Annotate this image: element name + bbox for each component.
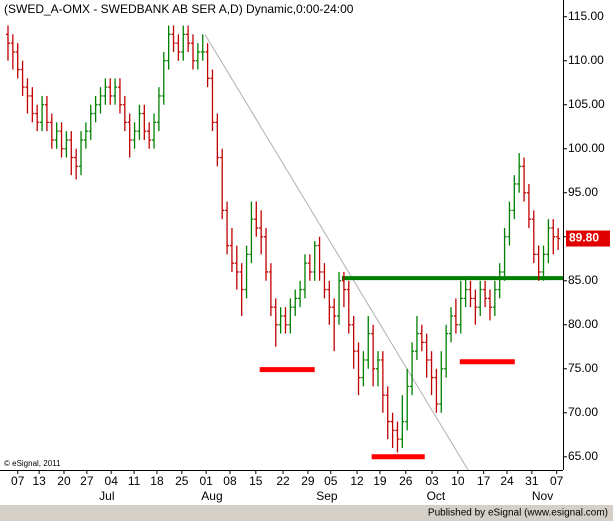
- x-tick-label: 07: [11, 474, 25, 488]
- y-tick-label: 75.00: [568, 361, 598, 375]
- x-tick-label: 31: [525, 474, 539, 488]
- x-tick-label: 11: [128, 474, 141, 488]
- x-tick-label: 05: [324, 474, 338, 488]
- x-tick-label: 24: [500, 474, 514, 488]
- last-price-label: 89.80: [569, 231, 599, 245]
- month-label: Aug: [201, 489, 222, 503]
- y-tick-label: 95.00: [568, 185, 598, 199]
- x-tick-label: 25: [175, 474, 189, 488]
- x-tick-label: 01: [199, 474, 213, 488]
- month-label: Nov: [532, 489, 553, 503]
- x-tick-label: 27: [80, 474, 94, 488]
- annotation-line: [204, 34, 469, 471]
- x-tick-label: 13: [32, 474, 46, 488]
- y-tick-label: 115.00: [568, 9, 604, 23]
- x-tick-label: 20: [57, 474, 71, 488]
- y-tick-label: 100.00: [568, 141, 605, 155]
- x-tick-label: 29: [301, 474, 315, 488]
- month-label: Sep: [316, 489, 338, 503]
- last-price-box: [566, 230, 610, 247]
- footer-bar: [0, 505, 613, 521]
- x-tick-label: 07: [550, 474, 564, 488]
- y-tick-label: 85.00: [568, 273, 598, 287]
- x-tick-label: 08: [223, 474, 237, 488]
- y-tick-label: 70.00: [568, 405, 598, 419]
- month-label: Oct: [427, 489, 446, 503]
- y-tick-label: 80.00: [568, 317, 598, 331]
- copyright: © eSignal, 2011: [4, 459, 61, 468]
- x-tick-label: 17: [477, 474, 491, 488]
- x-tick-label: 19: [373, 474, 387, 488]
- chart-title: (SWED_A-OMX - SWEDBANK AB SER A,D) Dynam…: [4, 2, 354, 16]
- x-tick-label: 10: [451, 474, 465, 488]
- x-tick-label: 12: [350, 474, 364, 488]
- x-tick-label: 15: [249, 474, 263, 488]
- month-label: Jul: [99, 489, 114, 503]
- x-tick-label: 04: [105, 474, 119, 488]
- x-tick-label: 18: [150, 474, 164, 488]
- y-tick-label: 110.00: [568, 53, 604, 67]
- x-tick-label: 22: [276, 474, 290, 488]
- y-tick-label: 65.00: [568, 449, 598, 463]
- x-tick-label: 03: [425, 474, 439, 488]
- x-tick-label: 26: [399, 474, 413, 488]
- y-tick-label: 105.00: [568, 97, 605, 111]
- publisher: Published by eSignal (www.esignal.com): [428, 508, 608, 519]
